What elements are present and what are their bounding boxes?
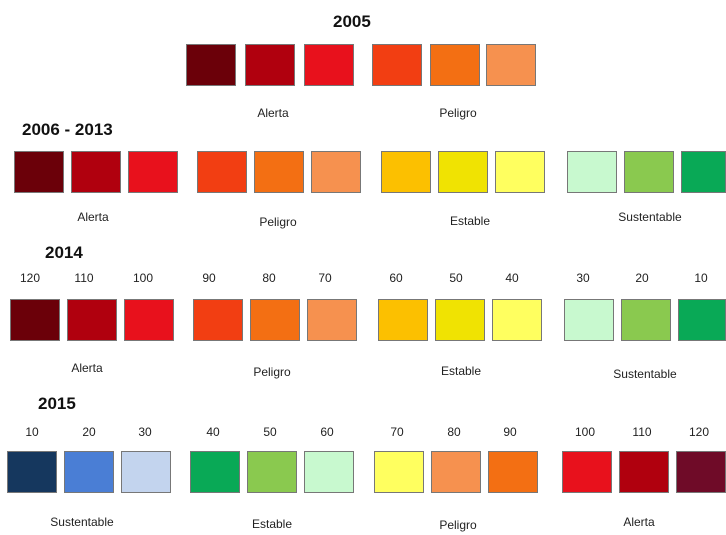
number-2014-1: 120: [19, 271, 41, 285]
swatch-2014-3: [124, 299, 174, 341]
number-2015-4: 40: [206, 425, 220, 439]
swatch-2006-9: [495, 151, 545, 193]
swatch-2006-8: [438, 151, 488, 193]
number-2014-4: 90: [202, 271, 216, 285]
swatch-2015-8: [431, 451, 481, 493]
swatch-2014-5: [250, 299, 300, 341]
swatch-2015-11: [619, 451, 669, 493]
number-2014-8: 50: [449, 271, 463, 285]
swatch-2015-7: [374, 451, 424, 493]
number-2015-9: 90: [503, 425, 517, 439]
swatch-2015-3: [121, 451, 171, 493]
number-2015-5: 50: [263, 425, 277, 439]
label-2015-estable: Estable: [251, 517, 293, 531]
number-2014-10: 30: [576, 271, 590, 285]
swatch-2015-1: [7, 451, 57, 493]
swatch-2005-5: [430, 44, 480, 86]
swatch-2014-12: [678, 299, 726, 341]
swatch-2014-9: [492, 299, 542, 341]
swatch-2014-4: [193, 299, 243, 341]
heading-2015: 2015: [38, 394, 76, 413]
swatch-2006-1: [14, 151, 64, 193]
swatch-2006-6: [311, 151, 361, 193]
number-2014-2: 110: [74, 271, 94, 285]
swatch-2015-4: [190, 451, 240, 493]
heading-2014: 2014: [45, 243, 83, 262]
number-2014-7: 60: [389, 271, 403, 285]
swatch-2005-6: [486, 44, 536, 86]
swatch-2014-10: [564, 299, 614, 341]
label-2006-alerta: Alerta: [77, 210, 109, 224]
number-2014-11: 20: [635, 271, 649, 285]
number-2014-12: 10: [694, 271, 708, 285]
swatch-2006-5: [254, 151, 304, 193]
number-2014-9: 40: [505, 271, 519, 285]
label-2005-alerta: Alerta: [257, 106, 289, 120]
number-2014-5: 80: [262, 271, 276, 285]
swatch-2006-11: [624, 151, 674, 193]
swatch-2006-4: [197, 151, 247, 193]
label-2014-sustentable: Sustentable: [613, 367, 677, 381]
number-2015-7: 70: [390, 425, 404, 439]
swatch-2014-6: [307, 299, 357, 341]
number-2014-3: 100: [132, 271, 154, 285]
swatch-2006-3: [128, 151, 178, 193]
swatch-2015-6: [304, 451, 354, 493]
label-2006-peligro: Peligro: [259, 215, 297, 229]
swatch-2005-1: [186, 44, 236, 86]
heading-2006-2013: 2006 - 2013: [22, 120, 113, 139]
number-2015-12: 120: [688, 425, 710, 439]
swatch-2005-3: [304, 44, 354, 86]
swatch-2014-2: [67, 299, 117, 341]
number-2015-10: 100: [574, 425, 596, 439]
swatch-2005-2: [245, 44, 295, 86]
label-2006-sustentable: Sustentable: [618, 210, 682, 224]
swatch-2005-4: [372, 44, 422, 86]
label-2015-sustentable: Sustentable: [50, 515, 114, 529]
label-2014-peligro: Peligro: [253, 365, 291, 379]
label-2006-estable: Estable: [449, 214, 491, 228]
number-2014-6: 70: [318, 271, 332, 285]
label-2015-alerta: Alerta: [623, 515, 655, 529]
number-2015-3: 30: [138, 425, 152, 439]
number-2015-11: 110: [632, 425, 652, 439]
swatch-2015-5: [247, 451, 297, 493]
number-2015-6: 60: [320, 425, 334, 439]
label-2005-peligro: Peligro: [439, 106, 477, 120]
number-2015-8: 80: [447, 425, 461, 439]
swatch-2006-7: [381, 151, 431, 193]
swatch-2014-7: [378, 299, 428, 341]
swatch-2006-12: [681, 151, 726, 193]
swatch-2006-10: [567, 151, 617, 193]
swatch-2015-9: [488, 451, 538, 493]
label-2014-estable: Estable: [440, 364, 482, 378]
swatch-2006-2: [71, 151, 121, 193]
swatch-2015-10: [562, 451, 612, 493]
label-2015-peligro: Peligro: [439, 518, 477, 532]
heading-2005: 2005: [333, 12, 371, 31]
number-2015-2: 20: [82, 425, 96, 439]
swatch-2015-2: [64, 451, 114, 493]
swatch-2015-12: [676, 451, 726, 493]
swatch-2014-8: [435, 299, 485, 341]
swatch-2014-1: [10, 299, 60, 341]
label-2014-alerta: Alerta: [71, 361, 103, 375]
number-2015-1: 10: [25, 425, 39, 439]
swatch-2014-11: [621, 299, 671, 341]
